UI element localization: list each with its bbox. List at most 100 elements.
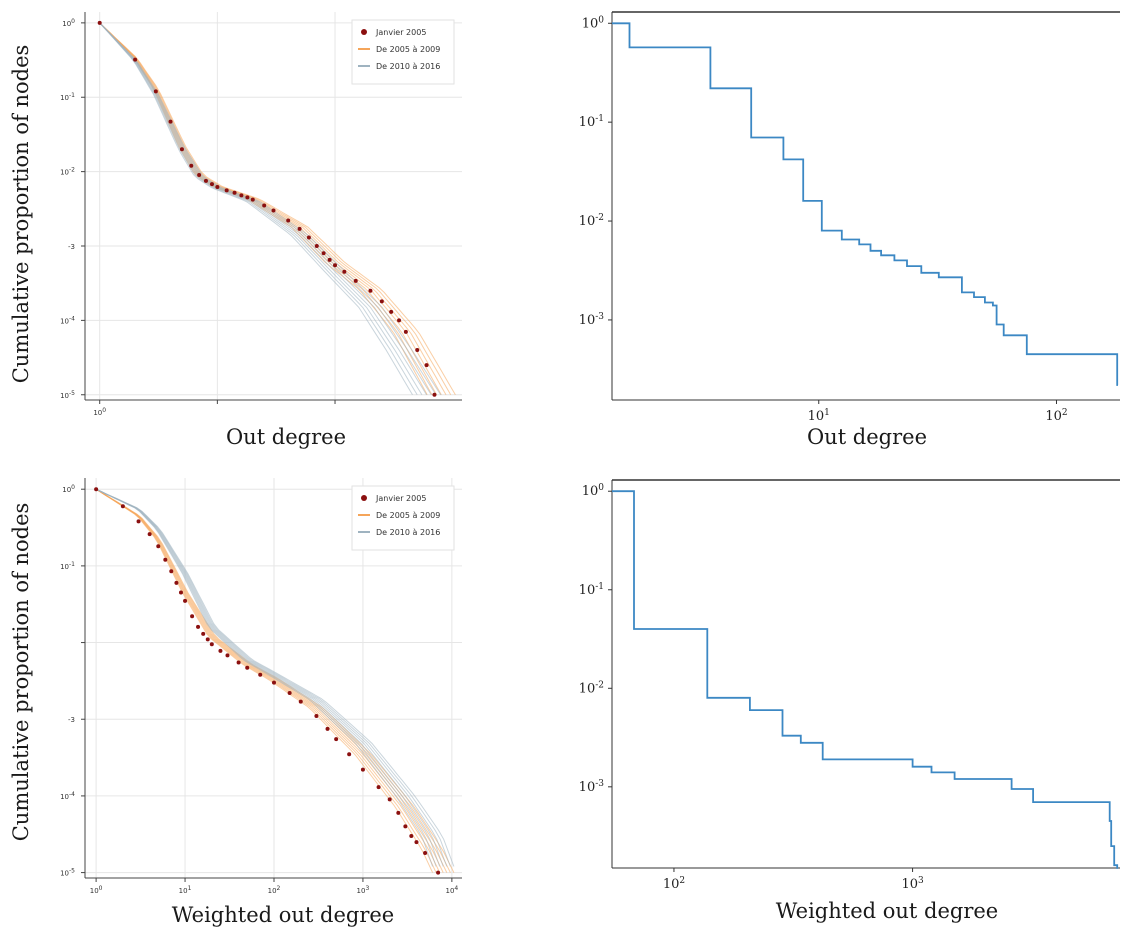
series-gray-bundle (95, 488, 455, 867)
y-tick-label: 100 (582, 15, 605, 31)
data-point (133, 57, 138, 62)
x-tick-label: 101 (808, 408, 830, 424)
data-point (209, 182, 214, 187)
data-point (432, 392, 437, 397)
data-point (397, 318, 402, 323)
data-point (409, 834, 414, 839)
series-line (99, 22, 456, 396)
x-tick-label: 100 (93, 407, 106, 418)
data-point (436, 870, 441, 875)
data-point (376, 785, 381, 790)
data-point (271, 208, 276, 213)
data-point (224, 188, 229, 193)
x-tick-label: 103 (901, 876, 924, 892)
x-tick-label: 102 (268, 885, 281, 896)
data-point (360, 767, 365, 772)
y-tick-label: 10-3 (579, 779, 605, 795)
data-point (196, 624, 201, 629)
data-point (94, 487, 99, 492)
grid (85, 12, 462, 400)
y-tick-label: -3 (68, 243, 75, 251)
data-point (245, 195, 250, 200)
y-tick-label: 10-4 (60, 315, 75, 326)
series-line (99, 22, 418, 396)
data-point (415, 347, 420, 352)
data-point (353, 278, 358, 283)
legend-label: De 2010 à 2016 (376, 62, 440, 71)
data-point (396, 810, 401, 815)
data-point (178, 590, 183, 595)
y-axis-label-bottom: Cumulative proportion of nodes (9, 503, 33, 842)
data-point (174, 580, 179, 585)
data-point (403, 329, 408, 334)
data-point (163, 557, 168, 562)
y-tick-label: 10-1 (579, 114, 604, 130)
y-tick-label: 100 (62, 17, 75, 28)
marker-series (94, 487, 441, 875)
y-tick-label: 10-1 (60, 92, 75, 103)
x-tick-label: 101 (179, 885, 192, 896)
data-point (250, 197, 255, 202)
series-line (99, 22, 413, 396)
data-point (298, 699, 303, 704)
data-point (168, 119, 173, 124)
legend: Janvier 2005 De 2005 à 2009 De 2010 à 2016 (351, 19, 455, 85)
legend-marker-icon (361, 29, 367, 35)
x-axis-label-top-left: Out degree (226, 425, 346, 449)
data-point (203, 178, 208, 183)
data-point (379, 299, 384, 304)
data-point (368, 288, 373, 293)
y-tick-label: -3 (68, 716, 75, 724)
y-axis-label-top: Cumulative proportion of nodes (9, 45, 33, 384)
data-point (136, 519, 141, 524)
data-point (342, 269, 347, 274)
y-tick-label: 10-3 (579, 312, 605, 328)
data-point (153, 89, 158, 94)
data-point (327, 257, 332, 262)
data-point (189, 163, 194, 168)
data-point (262, 203, 267, 208)
data-point (414, 840, 419, 845)
data-point (183, 598, 188, 603)
data-point (218, 648, 223, 653)
legend-label: De 2005 à 2009 (376, 511, 440, 520)
data-point (314, 714, 319, 719)
data-point (225, 653, 230, 658)
y-tick-label: 100 (582, 483, 605, 499)
y-tick-label: 10-2 (579, 213, 604, 229)
y-tick-label: 10-5 (60, 867, 75, 878)
legend-label: De 2005 à 2009 (376, 45, 440, 54)
y-tick-label: 10-2 (60, 166, 75, 177)
legend-box (351, 485, 455, 551)
legend-marker-icon (361, 495, 367, 501)
data-point (334, 737, 339, 742)
data-point (297, 226, 302, 231)
data-point (258, 672, 263, 677)
chart-top-left: 100 10-1 10-2 -3 10-4 10-5 100 Janvier 2005 De 2… (60, 12, 462, 417)
y-tick-label: 10-2 (579, 680, 604, 696)
data-point (239, 193, 244, 198)
marker-series (97, 20, 437, 397)
x-tick-label: 102 (663, 876, 685, 892)
data-point (190, 614, 195, 619)
data-point (209, 642, 214, 647)
legend-label: Janvier 2005 (375, 28, 426, 37)
series-line (95, 488, 455, 867)
x-tick-label: 103 (357, 885, 370, 896)
data-point (169, 569, 174, 574)
data-point (147, 532, 152, 537)
data-point (314, 243, 319, 248)
y-tick-label: 100 (62, 484, 75, 495)
x-axis-label-bottom-left: Weighted out degree (172, 903, 394, 927)
data-point (120, 504, 125, 509)
data-point (215, 185, 220, 190)
data-point (347, 752, 352, 757)
data-point (423, 851, 428, 856)
data-point (97, 20, 102, 25)
step-line (612, 490, 1119, 869)
data-point (156, 544, 161, 549)
data-point (403, 824, 408, 829)
chart-top-right: 100 10-1 10-2 10-3 101 102 (579, 11, 1120, 424)
x-axis-label-top-right: Out degree (807, 425, 927, 449)
